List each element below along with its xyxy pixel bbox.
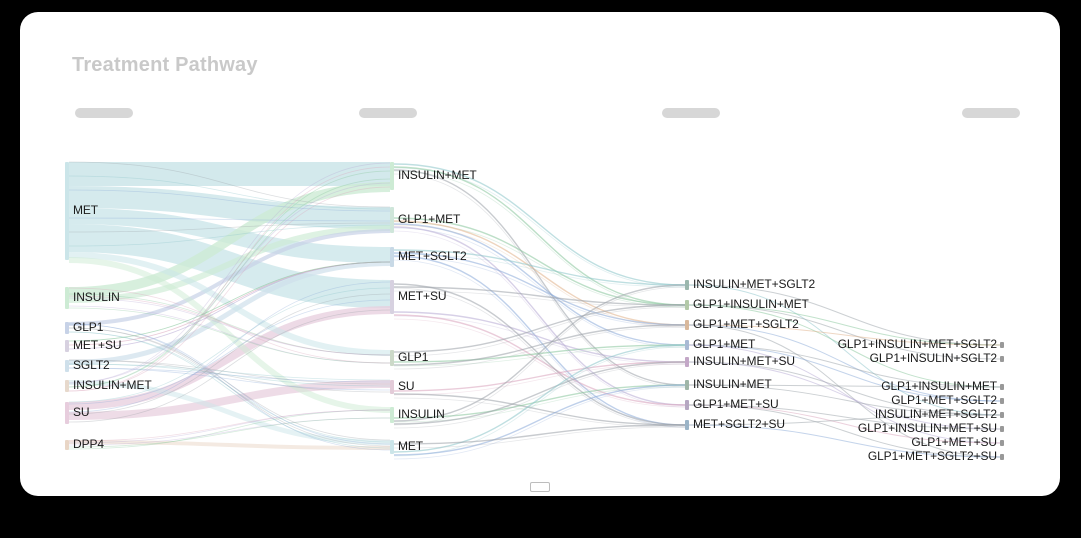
flow-IMS-GIMS2[interactable]	[689, 285, 1000, 345]
flow-METb-MSS[interactable]	[394, 427, 685, 448]
node-label-DPP4: DPP4	[73, 437, 104, 451]
node-GIMSU[interactable]	[1000, 426, 1004, 432]
node-MET_SU2[interactable]	[390, 280, 394, 314]
node-IM3[interactable]	[685, 380, 689, 390]
node-label-GM: GLP1+MET	[693, 337, 755, 351]
node-label-IM3: INSULIN+MET	[693, 377, 772, 391]
node-SU[interactable]	[65, 402, 69, 424]
node-GMSU[interactable]	[685, 400, 689, 410]
node-SGLT2[interactable]	[65, 360, 69, 372]
node-MET_SGLT2[interactable]	[390, 247, 394, 267]
stage-pill-1	[75, 108, 133, 118]
node-IMS[interactable]	[685, 280, 689, 290]
node-IMSU[interactable]	[685, 357, 689, 367]
flow-INS_MET2-GIM[interactable]	[394, 171, 685, 307]
node-METb[interactable]	[390, 440, 394, 454]
node-label-GLP1: GLP1	[73, 320, 103, 334]
stage-pill-2	[359, 108, 417, 118]
node-label-SU: SU	[73, 405, 89, 419]
node-GM[interactable]	[685, 340, 689, 350]
node-label-GMS: GLP1+MET+SGLT2	[693, 317, 799, 331]
node-MET[interactable]	[65, 162, 69, 260]
node-label-INSb: INSULIN	[398, 407, 445, 421]
stage-pill-4	[962, 108, 1020, 118]
node-GLP1b[interactable]	[390, 350, 394, 366]
node-GMSU4[interactable]	[1000, 440, 1004, 446]
node-label-GMSU4: GLP1+MET+SU	[911, 435, 997, 449]
node-label-GMS4: GLP1+MET+SGLT2	[891, 393, 997, 407]
node-label-MET: MET	[73, 203, 98, 217]
node-GLP1[interactable]	[65, 322, 69, 334]
node-label-INSULIN: INSULIN	[73, 290, 120, 304]
node-INS_MET[interactable]	[65, 380, 69, 392]
node-IMS4[interactable]	[1000, 412, 1004, 418]
node-label-GMSU: GLP1+MET+SU	[693, 397, 779, 411]
node-GMSS[interactable]	[1000, 454, 1004, 460]
node-GIM4[interactable]	[1000, 384, 1004, 390]
node-label-IMS4: INSULIN+MET+SGLT2	[875, 407, 997, 421]
node-label-MET_SU: MET+SU	[73, 338, 121, 352]
node-GIM[interactable]	[685, 300, 689, 310]
node-label-INS_MET2: INSULIN+MET	[398, 168, 477, 182]
node-GIMS2[interactable]	[1000, 342, 1004, 348]
flow-DPP4-METb[interactable]	[69, 442, 390, 448]
node-GMS[interactable]	[685, 320, 689, 330]
node-label-IMSU: INSULIN+MET+SU	[693, 354, 795, 368]
node-DPP4[interactable]	[65, 440, 69, 450]
node-INSb[interactable]	[390, 407, 394, 423]
node-label-MET_SGLT2: MET+SGLT2	[398, 249, 467, 263]
node-MSS[interactable]	[685, 420, 689, 430]
node-label-GIMS2: GLP1+INSULIN+MET+SGLT2	[838, 337, 997, 351]
node-GMS4[interactable]	[1000, 398, 1004, 404]
flow-INS_MET2-IMS[interactable]	[394, 168, 685, 287]
flow-GLP1_MET-GMS[interactable]	[394, 225, 685, 327]
node-label-GIM4: GLP1+INSULIN+MET	[881, 379, 997, 393]
node-label-MSS: MET+SGLT2+SU	[693, 417, 785, 431]
node-label-GIM: GLP1+INSULIN+MET	[693, 297, 809, 311]
stage-pill-3	[662, 108, 720, 118]
sankey-svg	[65, 132, 1055, 490]
node-label-SUb: SU	[398, 379, 414, 393]
node-label-INS_MET: INSULIN+MET	[73, 378, 152, 392]
node-GIS2[interactable]	[1000, 356, 1004, 362]
node-label-GLP1b: GLP1	[398, 350, 428, 364]
node-label-GIMSU: GLP1+INSULIN+MET+SU	[858, 421, 997, 435]
node-INS_MET2[interactable]	[390, 162, 394, 190]
node-label-GMSS: GLP1+MET+SGLT2+SU	[868, 449, 997, 463]
node-label-METb: MET	[398, 439, 423, 453]
node-MET_SU[interactable]	[65, 340, 69, 352]
node-label-MET_SU2: MET+SU	[398, 289, 446, 303]
node-GLP1_MET[interactable]	[390, 207, 394, 233]
node-label-GIS2: GLP1+INSULIN+SGLT2	[870, 351, 997, 365]
scrub-handle[interactable]	[530, 482, 550, 492]
node-label-SGLT2: SGLT2	[73, 358, 110, 372]
node-SUb[interactable]	[390, 380, 394, 394]
card-title: Treatment Pathway	[72, 54, 258, 77]
node-INSULIN[interactable]	[65, 287, 69, 309]
node-label-GLP1_MET: GLP1+MET	[398, 212, 460, 226]
node-label-IMS: INSULIN+MET+SGLT2	[693, 277, 815, 291]
sankey-card: Treatment Pathway MET INSULIN GLP1 MET+SU SG…	[20, 12, 1060, 496]
